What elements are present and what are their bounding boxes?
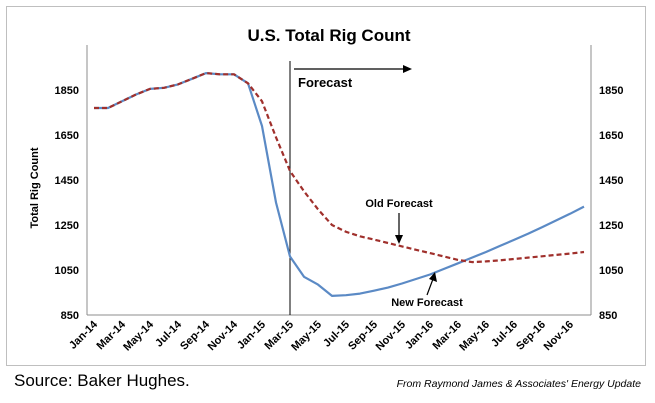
x-tick-sep-15: Sep-15 <box>346 319 380 353</box>
y-tick-left-1650: 1650 <box>55 130 79 142</box>
y-tick-right-1250: 1250 <box>599 220 623 232</box>
y-tick-right-1650: 1650 <box>599 130 623 142</box>
y-tick-right-850: 850 <box>599 310 617 322</box>
forecast-arrow <box>294 65 412 73</box>
y-axis-label: Total Rig Count <box>29 147 41 228</box>
forecast-arrow-head <box>403 65 412 73</box>
x-tick-nov-16: Nov-16 <box>542 319 576 353</box>
x-tick-nov-15: Nov-15 <box>374 319 408 353</box>
new-forecast-arrow <box>426 272 437 296</box>
y-tick-left-850: 850 <box>61 310 79 322</box>
x-tick-may-15: May-15 <box>289 319 324 354</box>
y-tick-left-1250: 1250 <box>55 220 79 232</box>
source-caption: Source: Baker Hughes. <box>14 371 190 390</box>
x-tick-may-16: May-16 <box>457 319 492 354</box>
forecast-label: Forecast <box>298 75 353 90</box>
y-tick-left-1450: 1450 <box>55 175 79 187</box>
y-tick-left-1850: 1850 <box>55 85 79 97</box>
y-tick-right-1450: 1450 <box>599 175 623 187</box>
x-tick-jan-15: Jan-15 <box>235 319 268 352</box>
old-forecast-label: Old Forecast <box>365 198 433 210</box>
x-tick-jan-16: Jan-16 <box>403 319 436 352</box>
old-forecast-line <box>94 71 585 264</box>
y-tick-left-1050: 1050 <box>55 265 79 277</box>
x-tick-jan-14: Jan-14 <box>67 318 101 352</box>
chart-title: U.S. Total Rig Count <box>247 26 410 45</box>
series-group <box>94 71 585 297</box>
new-forecast-label: New Forecast <box>391 297 463 309</box>
x-tick-labels: Jan-14Mar-14May-14Jul-14Sep-14Nov-14Jan-… <box>67 318 576 353</box>
new-arrow-shaft <box>426 278 434 296</box>
rig-count-chart: U.S. Total Rig Count Total Rig Count 850… <box>29 26 624 353</box>
old-arrow-head <box>395 235 403 244</box>
x-tick-may-14: May-14 <box>121 318 156 353</box>
old-forecast-arrow <box>395 213 403 244</box>
chart-frame: U.S. Total Rig Count Total Rig Count 850… <box>6 6 646 366</box>
x-tick-sep-16: Sep-16 <box>514 319 548 353</box>
credit-caption: From Raymond James & Associates' Energy … <box>396 378 641 390</box>
new-arrow-head <box>429 272 437 282</box>
y-tick-labels: 850 850 1050 1050 1250 1250 1450 1450 1650 1650 18… <box>55 85 624 322</box>
new-forecast-line <box>94 71 585 297</box>
y-tick-right-1050: 1050 <box>599 265 623 277</box>
axes <box>86 45 592 316</box>
x-tick-nov-14: Nov-14 <box>206 318 241 353</box>
y-tick-right-1850: 1850 <box>599 85 623 97</box>
